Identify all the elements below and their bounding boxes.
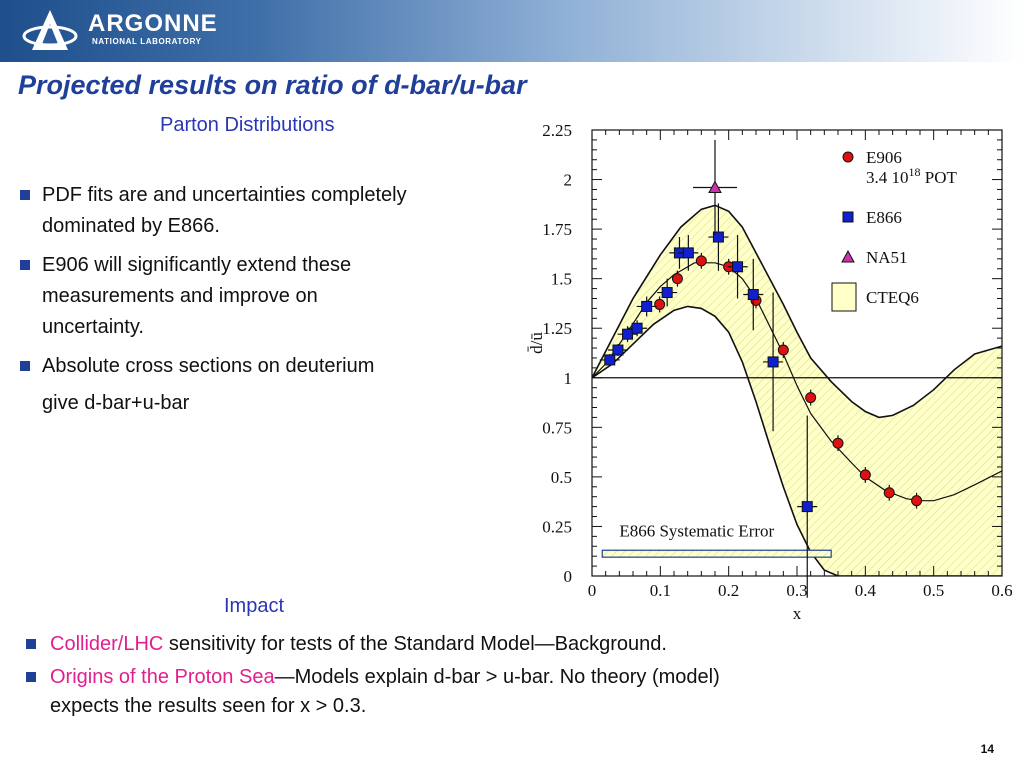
bullet-line: dominated by E866. [42,215,220,237]
bullet-continuation: give d-bar+u-bar [42,392,190,414]
bullet-text: —Models explain d-bar > u-bar. No theory… [274,666,720,688]
legend-sublabel: 3.4 1018 POT [866,165,957,187]
legend-na51-marker [841,249,855,263]
y-tick-label: 0 [564,567,573,586]
logo-subtitle: NATIONAL LABORATORY [92,37,202,46]
e906-point [883,487,895,499]
bullet-line: Absolute cross sections on deuterium [42,355,375,377]
bullet-item: Origins of the Proton Sea—Models explain… [26,663,986,721]
y-axis-label: d̄/ū [527,332,546,354]
y-tick-label: 0.75 [542,418,572,437]
e866-point [732,261,744,273]
x-tick-label: 0.1 [650,581,671,600]
e866-point [747,289,759,301]
y-tick-label: 1 [564,369,573,388]
bullet-line: E906 will significantly extend these [42,254,352,276]
argonne-logo[interactable]: ARGONNE NATIONAL LABORATORY [22,6,222,54]
e906-point [805,392,817,404]
impact-bullet-list: Collider/LHC sensitivity for tests of th… [26,630,986,725]
e866-point [801,501,813,513]
e906-point [654,298,666,310]
e866-point [641,300,653,312]
y-tick-label: 0.25 [542,517,572,536]
origins-proton-sea-link[interactable]: Origins of the Proton Sea [50,666,275,688]
dbar-ubar-ratio-chart: E866 Systematic Error 0 0.25 0.5 0.75 1 1.25 1.… [527,121,1013,623]
legend-e906-marker [842,151,854,163]
legend-superscript: 18 [909,165,921,179]
e906-point [859,469,871,481]
bullet-line: uncertainty. [42,316,144,338]
y-tick-label: 1.25 [542,319,572,338]
na51-point [708,180,722,193]
e906-point [832,437,844,449]
legend-sublabel-tail: POT [921,168,958,187]
x-tick-label: 0.5 [923,581,944,600]
header-banner: ARGONNE NATIONAL LABORATORY [0,0,1024,62]
bullet-square-icon [26,672,36,682]
e866-point [661,287,673,299]
y-tick-label: 1.5 [551,270,572,289]
bullet-item: E906 will significantly extend these mea… [18,250,518,343]
bullet-item: Absolute cross sections on deuterium [18,351,518,382]
y-tick-label: 0.5 [551,468,572,487]
bullet-text: sensitivity for tests of the Standard Mo… [163,633,667,655]
bullet-square-icon [20,260,30,270]
bullet-item: PDF fits are and uncertainties completel… [18,180,518,242]
page-number: 14 [980,742,994,756]
x-tick-label: 0.6 [991,581,1012,600]
e906-point [695,255,707,267]
legend-label: E906 [866,148,902,167]
e866-point [622,328,634,340]
e866-point [612,344,624,356]
cteq6-upper-bound [592,204,1002,419]
impact-heading: Impact [224,595,285,617]
parton-distributions-heading: Parton Distributions [160,114,335,136]
e866-point [712,231,724,243]
e906-point [911,495,923,507]
e866-point [682,247,694,259]
legend-cteq6-marker [831,282,857,312]
x-tick-label: 0 [588,581,597,600]
cteq6-band [592,205,1002,576]
x-axis-label: x [793,604,802,623]
legend-e866-marker [842,211,854,223]
logo-wordmark: ARGONNE [88,10,218,37]
e866-point [631,322,643,334]
y-tick-label: 1.75 [542,220,572,239]
bullet-line: PDF fits are and uncertainties completel… [42,184,407,206]
e866-point [604,354,616,366]
e906-point [671,273,683,285]
bullet-square-icon [20,190,30,200]
left-bullet-list: PDF fits are and uncertainties completel… [18,180,518,419]
x-tick-label: 0.3 [786,581,807,600]
e906-point [777,344,789,356]
slide-title: Projected results on ratio of d-bar/u-ba… [18,70,527,100]
legend-label: CTEQ6 [866,288,919,307]
bullet-text: expects the results seen for x > 0.3. [50,695,367,717]
x-tick-label: 0.4 [855,581,877,600]
legend-label: NA51 [866,248,908,267]
y-tick-label: 2.25 [542,121,572,140]
y-tick-label: 2 [564,171,573,190]
systematic-error-band [601,549,832,558]
bullet-line: measurements and improve on [42,285,318,307]
legend-label: E866 [866,208,902,227]
bullet-item: Collider/LHC sensitivity for tests of th… [26,630,986,659]
collider-lhc-link[interactable]: Collider/LHC [50,633,164,655]
x-tick-label: 0.2 [718,581,739,600]
systematic-error-label: E866 Systematic Error [619,521,774,540]
argonne-logo-icon [22,10,78,50]
e866-point [767,356,779,368]
bullet-square-icon [20,361,30,371]
bullet-square-icon [26,639,36,649]
